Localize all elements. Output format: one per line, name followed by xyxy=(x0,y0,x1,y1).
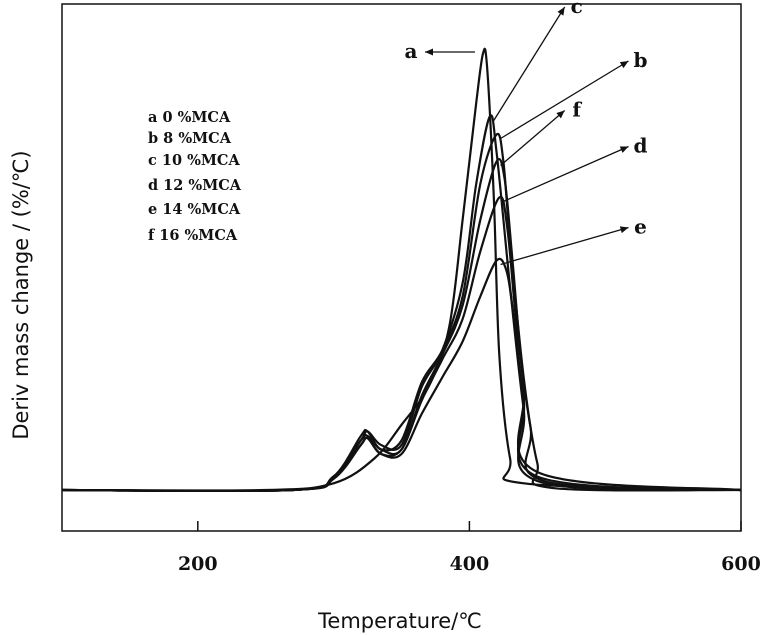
legend-entry-d: d 12 %MCA xyxy=(148,177,242,194)
annotation-e-label: e xyxy=(634,215,647,239)
legend: a 0 %MCA b 8 %MCA c 10 %MCA d 12 %MCA e … xyxy=(148,109,242,244)
annotation-b-line xyxy=(500,60,629,140)
annotation-d-label: d xyxy=(634,134,648,158)
annotation-c-line xyxy=(493,6,566,121)
annotation-a-arrowhead xyxy=(425,48,434,56)
curve-annotations: a c b f d e xyxy=(405,0,648,266)
y-axis-title: Deriv mass change / (%/℃) xyxy=(9,150,33,439)
annotation-a-label: a xyxy=(405,39,418,63)
series-f-line xyxy=(61,157,742,493)
annotation-f-arrowhead xyxy=(556,110,565,119)
plot-frame xyxy=(61,3,742,532)
x-axis-title: Temperature/℃ xyxy=(317,609,482,633)
x-tick-label-600: 600 xyxy=(721,553,761,575)
annotation-e-arrowhead xyxy=(619,226,629,234)
legend-entry-f: f 16 %MCA xyxy=(148,227,238,244)
x-axis-ticks: 200 400 600 xyxy=(178,521,761,575)
x-tick-label-400: 400 xyxy=(450,553,490,575)
series-a-line xyxy=(61,47,742,492)
annotation-c-arrowhead xyxy=(557,7,565,16)
legend-entry-b: b 8 %MCA xyxy=(148,130,232,147)
legend-entry-c: c 10 %MCA xyxy=(148,152,240,169)
annotation-d-line xyxy=(503,145,629,203)
x-tick-label-200: 200 xyxy=(178,553,218,575)
series-e-line xyxy=(61,257,742,493)
series-curves xyxy=(61,47,742,493)
annotation-c-label: c xyxy=(571,0,583,18)
series-c-line xyxy=(61,114,742,493)
annotation-d-arrowhead xyxy=(619,146,629,153)
annotation-f-label: f xyxy=(572,98,582,122)
annotation-b-arrowhead xyxy=(619,61,629,69)
annotation-f-line xyxy=(500,110,566,166)
series-d-line xyxy=(61,195,742,492)
annotation-b-label: b xyxy=(634,48,648,72)
legend-entry-a: a 0 %MCA xyxy=(148,109,231,126)
legend-entry-e: e 14 %MCA xyxy=(148,201,241,218)
annotation-e-line xyxy=(500,226,629,266)
